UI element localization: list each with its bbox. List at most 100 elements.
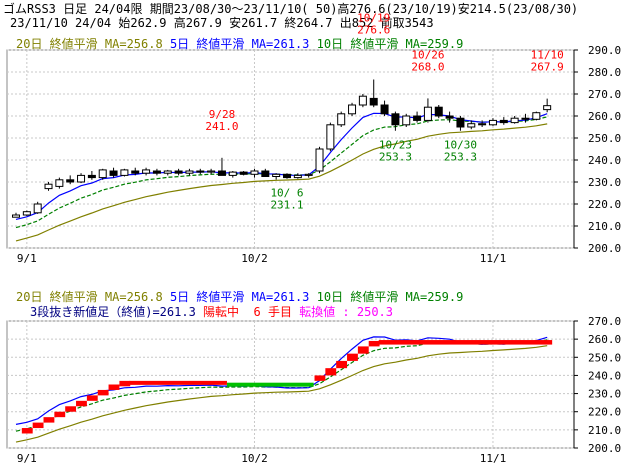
renko-brick-up — [347, 353, 358, 361]
price-x-tick-label: 10/2 — [241, 252, 268, 265]
annotation-value: 267.9 — [531, 61, 564, 74]
ma20-line — [15, 123, 548, 242]
candle-down — [391, 113, 400, 126]
renko-brick-up — [86, 395, 98, 401]
renko-brick-up — [336, 360, 348, 369]
legend-ma20: 20日 終値平滑 MA=256.8 — [16, 37, 163, 51]
legend-ma5-lower: 5日 終値平滑 MA=261.3 — [169, 290, 310, 304]
price-legend: 20日 終値平滑 MA=256.8 5日 終値平滑 MA=261.3 10日 終… — [16, 37, 463, 51]
candle-down — [499, 119, 508, 124]
candle-up — [315, 148, 324, 172]
price-x-tick-label: 9/1 — [17, 252, 37, 265]
candle-down — [521, 117, 530, 120]
candle-down — [131, 170, 140, 174]
candle-up — [228, 171, 237, 176]
price-y-tick-label: 270.0 — [588, 88, 621, 101]
annotation-value: 231.1 — [270, 199, 303, 212]
renko-brick-up — [314, 375, 326, 381]
renko-x-tick-label: 9/1 — [17, 452, 37, 465]
candle-up — [55, 179, 64, 187]
renko-y-tick-label: 210.0 — [588, 424, 621, 437]
candle-up — [120, 169, 129, 176]
renko-y-tick-label: 220.0 — [588, 406, 621, 419]
candle-down — [380, 104, 389, 115]
candle-down — [66, 179, 75, 183]
candle-up — [33, 203, 42, 214]
price-y-tick-label: 200.0 — [588, 242, 621, 255]
candle-up — [272, 173, 281, 178]
candle-down — [413, 115, 422, 121]
candle-down — [478, 123, 487, 126]
candle-up — [142, 169, 151, 174]
annotation-date: 10/ 6 — [270, 187, 303, 200]
price-y-tick-label: 250.0 — [588, 132, 621, 145]
renko-brick-up — [54, 411, 66, 418]
renko-y-tick-label: 260.0 — [588, 333, 621, 346]
candle-down — [456, 117, 465, 128]
latest-bar-summary: 23/11/10 24/04 始262.9 高267.9 安261.7 終264… — [10, 16, 434, 30]
legend-ma10-lower: 10日 終値平滑 MA=259.9 — [316, 290, 464, 304]
annotation-value: 268.0 — [411, 60, 444, 73]
renko-brick-up — [357, 346, 369, 354]
annotation-value: 241.0 — [205, 120, 238, 133]
price-y-tick-label: 280.0 — [588, 66, 621, 79]
candle-up — [337, 113, 346, 126]
price-y-tick-label: 260.0 — [588, 110, 621, 123]
renko-legend: 20日 終値平滑 MA=256.8 5日 終値平滑 MA=261.3 10日 終… — [16, 290, 463, 304]
renko-x-tick-label: 11/1 — [480, 452, 507, 465]
renko-brick-up — [325, 368, 337, 376]
candle-down — [239, 171, 248, 175]
renko-y-tick-label: 230.0 — [588, 388, 621, 401]
candle-down — [87, 174, 96, 179]
renko-brick-up — [108, 384, 120, 390]
price-y-tick-label: 230.0 — [588, 176, 621, 189]
renko-y-tick-label: 250.0 — [588, 351, 621, 364]
renko-brick-up — [21, 428, 33, 434]
candle-up — [326, 124, 335, 150]
renko-status-count: 6 手目 — [253, 305, 292, 319]
renko-flat-up — [129, 380, 227, 385]
renko-brick-up — [76, 400, 87, 407]
renko-ma20-line — [15, 345, 548, 443]
annotation-value: 253.3 — [379, 151, 412, 164]
period-summary: ゴムRSS3 日足 24/04限 期間23/08/30～23/11/10( 50… — [3, 2, 579, 16]
renko-y-tick-label: 240.0 — [588, 369, 621, 382]
candle-up — [12, 214, 20, 218]
renko-status: 3段抜き新値足（終値)=261.3 陽転中 6 手目 転換値 : 250.3 — [30, 305, 393, 319]
candle-down — [434, 106, 443, 117]
renko-flat-current — [378, 340, 553, 345]
price-plot-frame — [6, 49, 575, 249]
renko-status-reversal: 転換値 : 250.3 — [299, 305, 394, 319]
candle-up — [293, 174, 302, 179]
annotation-date: 10/30 — [444, 139, 477, 152]
candle-up — [532, 112, 541, 120]
candle-down — [445, 115, 454, 119]
renko-brick-up — [119, 380, 131, 387]
annotation-value: 276.6 — [357, 23, 390, 36]
candle-up — [22, 211, 31, 216]
candle-up — [304, 173, 313, 176]
candle-up — [543, 105, 552, 111]
candle-down — [261, 170, 270, 177]
candle-down — [217, 170, 226, 176]
candle-down — [369, 97, 378, 106]
price-x-tick-label: 11/1 — [480, 252, 507, 265]
price-y-tick-label: 220.0 — [588, 198, 621, 211]
renko-status-main: 3段抜き新値足（終値)=261.3 — [30, 305, 196, 319]
candle-up — [98, 169, 107, 179]
candle-up — [358, 95, 367, 106]
candle-up — [44, 183, 53, 190]
candle-down — [109, 170, 118, 176]
candle-up — [250, 170, 259, 175]
candle-down — [152, 170, 161, 174]
candle-up — [423, 106, 432, 121]
candle-up — [402, 115, 411, 126]
legend-ma10: 10日 終値平滑 MA=259.9 — [316, 37, 464, 51]
legend-ma20-lower: 20日 終値平滑 MA=256.8 — [16, 290, 163, 304]
candle-up — [185, 170, 194, 174]
ma10-line — [15, 116, 548, 229]
price-y-tick-label: 210.0 — [588, 220, 621, 233]
annotation-date: 10/23 — [379, 139, 412, 152]
renko-brick-up — [65, 406, 77, 412]
